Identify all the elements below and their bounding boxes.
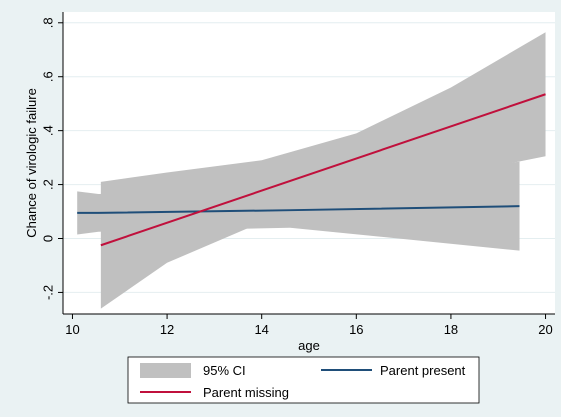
x-tick-label-3: 16: [349, 322, 363, 337]
x-tick-label-0: 10: [65, 322, 79, 337]
x-tick-label-4: 18: [444, 322, 458, 337]
x-tick-label-1: 12: [160, 322, 174, 337]
series-line-1: [100, 93, 546, 247]
legend: 95% CI Parent present Parent missing: [127, 356, 480, 404]
y-tick-label-0: -.2: [40, 285, 55, 300]
legend-missing-label: Parent missing: [203, 385, 289, 400]
axes: [58, 12, 555, 319]
y-tick-label-3: .4: [40, 125, 55, 136]
y-axis-label: Chance of virologic failure: [24, 88, 39, 238]
legend-ci-swatch: [140, 363, 191, 378]
series-lines: [77, 93, 546, 247]
x-axis-label: age: [298, 338, 320, 353]
x-tick-label-5: 20: [538, 322, 552, 337]
series-line-0: [77, 205, 520, 214]
legend-ci-label: 95% CI: [203, 363, 246, 378]
x-tick-label-2: 14: [254, 322, 268, 337]
y-tick-label-1: 0: [40, 235, 55, 242]
tick-labels: 10 12 14 16 18 20 -.2 0 .2 .4 .6 .8: [40, 17, 552, 337]
y-tick-label-5: .8: [40, 17, 55, 28]
y-tick-label-4: .6: [40, 71, 55, 82]
y-tick-label-2: .2: [40, 179, 55, 190]
legend-present-label: Parent present: [380, 363, 466, 378]
